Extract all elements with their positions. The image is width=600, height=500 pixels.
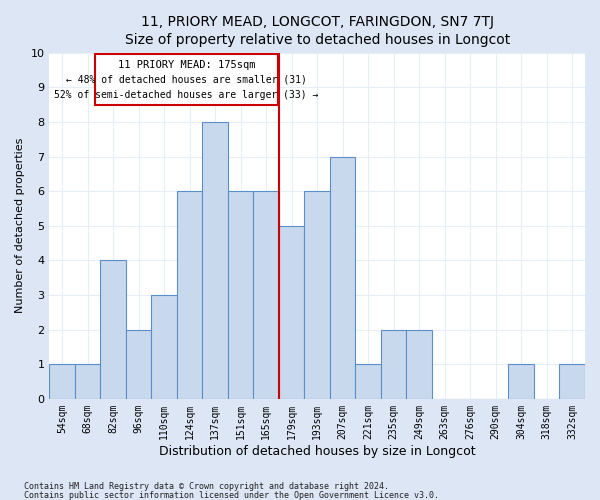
Bar: [508, 364, 534, 399]
Text: Contains public sector information licensed under the Open Government Licence v3: Contains public sector information licen…: [24, 490, 439, 500]
Text: ← 48% of detached houses are smaller (31): ← 48% of detached houses are smaller (31…: [66, 74, 307, 85]
Bar: [559, 364, 585, 399]
Bar: [355, 364, 381, 399]
Bar: [151, 295, 177, 399]
Bar: [279, 226, 304, 399]
Bar: [177, 191, 202, 399]
Bar: [202, 122, 228, 399]
Text: 52% of semi-detached houses are larger (33) →: 52% of semi-detached houses are larger (…: [55, 90, 319, 100]
Bar: [100, 260, 126, 399]
Title: 11, PRIORY MEAD, LONGCOT, FARINGDON, SN7 7TJ
Size of property relative to detach: 11, PRIORY MEAD, LONGCOT, FARINGDON, SN7…: [125, 15, 510, 48]
Bar: [381, 330, 406, 399]
Bar: [304, 191, 330, 399]
FancyBboxPatch shape: [95, 54, 278, 104]
Text: Contains HM Land Registry data © Crown copyright and database right 2024.: Contains HM Land Registry data © Crown c…: [24, 482, 389, 491]
Bar: [406, 330, 432, 399]
X-axis label: Distribution of detached houses by size in Longcot: Distribution of detached houses by size …: [159, 444, 476, 458]
Text: 11 PRIORY MEAD: 175sqm: 11 PRIORY MEAD: 175sqm: [118, 60, 255, 70]
Bar: [330, 156, 355, 399]
Bar: [126, 330, 151, 399]
Bar: [49, 364, 75, 399]
Bar: [75, 364, 100, 399]
Bar: [228, 191, 253, 399]
Bar: [253, 191, 279, 399]
Y-axis label: Number of detached properties: Number of detached properties: [15, 138, 25, 314]
